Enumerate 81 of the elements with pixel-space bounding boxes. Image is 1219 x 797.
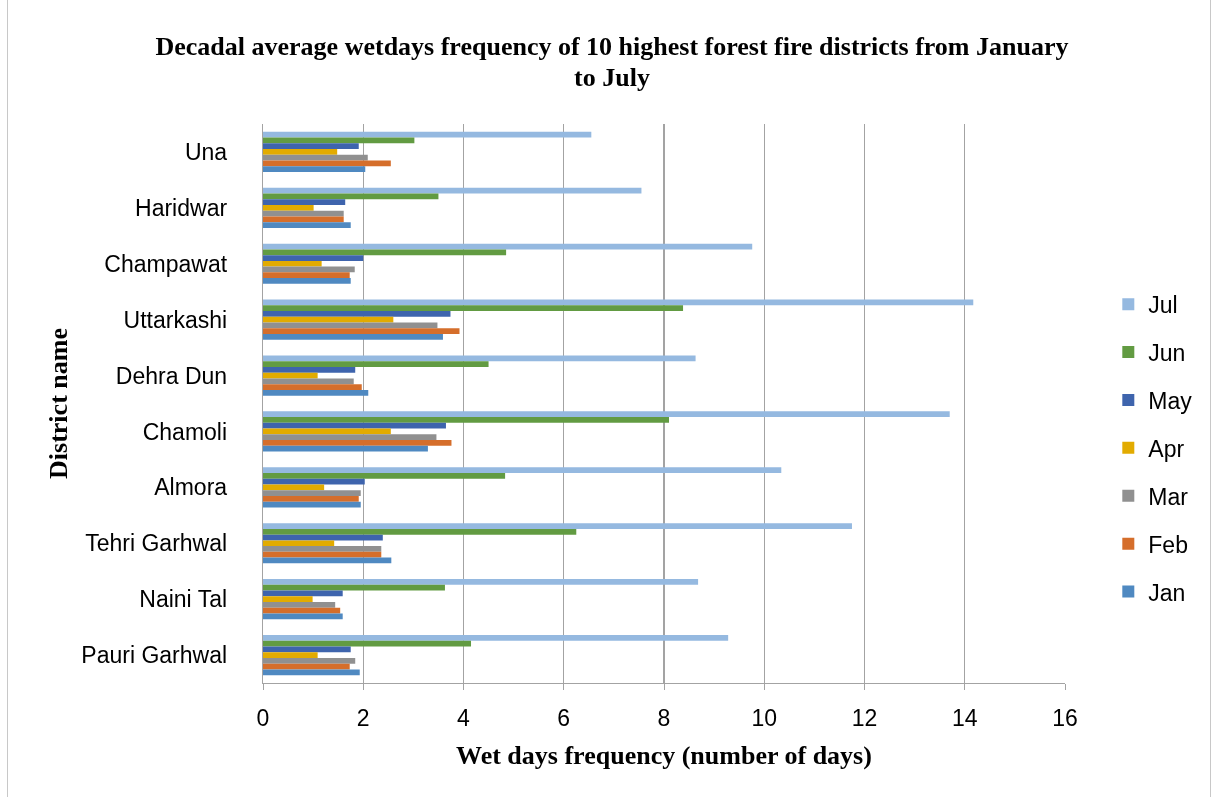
bar: [263, 361, 489, 367]
bar: [263, 411, 950, 418]
bar: [263, 389, 369, 396]
bar: [263, 316, 394, 323]
x-tick-label: 0: [256, 704, 270, 731]
y-tick-label: Dehra Dun: [115, 362, 228, 389]
bar: [263, 334, 443, 340]
x-tick-label: 6: [557, 704, 571, 731]
x-tick-label: 10: [751, 704, 778, 731]
x-tick-label: 16: [1052, 704, 1078, 731]
bar: [263, 579, 699, 585]
legend-label: Jul: [1148, 292, 1178, 319]
bar: [263, 149, 338, 155]
bar: [263, 249, 507, 256]
bar: [263, 472, 506, 479]
bar: [263, 490, 361, 496]
y-tick-label: Chamoli: [142, 418, 228, 445]
x-tick-label: 12: [851, 704, 878, 731]
y-axis-title: District name: [43, 328, 73, 479]
bar: [263, 143, 359, 150]
bar: [263, 278, 351, 284]
bar: [263, 328, 460, 335]
x-axis-title: Wet days frequency (number of days): [456, 741, 872, 771]
bar: [263, 131, 592, 138]
y-tick-label: Una: [184, 139, 228, 165]
y-tick-label: Tehri Garhwal: [85, 530, 228, 557]
bar: [263, 467, 782, 473]
bar: [263, 311, 451, 317]
bar: [263, 634, 729, 641]
bar: [263, 222, 351, 228]
bar: [263, 204, 314, 211]
bar: [263, 440, 452, 446]
bar: [263, 260, 322, 267]
legend-label: Jan: [1148, 579, 1186, 606]
bar: [263, 355, 696, 362]
bar: [263, 154, 368, 161]
bar: [263, 305, 684, 312]
bar: [263, 657, 356, 664]
bar: [263, 366, 356, 373]
bar: [263, 445, 428, 452]
bar: [263, 422, 446, 429]
bar: [263, 255, 364, 261]
legend-label: May: [1148, 387, 1193, 414]
bar: [263, 216, 344, 223]
y-tick-label: Pauri Garhwal: [81, 642, 228, 669]
y-tick-label: Naini Tal: [139, 586, 228, 613]
bar: [263, 584, 445, 591]
bar: [263, 602, 336, 608]
legend-label: Jun: [1148, 340, 1186, 367]
bar: [263, 417, 670, 423]
x-tick-label: 4: [457, 704, 471, 731]
legend-label: Feb: [1148, 531, 1188, 558]
bar: [263, 546, 382, 552]
bar: [263, 193, 439, 200]
y-tick-label: Haridwar: [135, 194, 228, 221]
bar: [263, 652, 318, 658]
bar: [263, 551, 382, 558]
bar: [263, 378, 354, 385]
bar: [263, 646, 351, 653]
bar: [263, 528, 577, 535]
bar: [263, 199, 346, 205]
y-tick-label: Uttarkashi: [123, 306, 228, 333]
x-tick-label: 8: [657, 704, 671, 731]
bar: [263, 669, 360, 676]
bar: [263, 607, 341, 614]
bar: [263, 523, 852, 529]
y-tick-label: Champawat: [104, 250, 228, 277]
legend-label: Apr: [1148, 435, 1185, 462]
x-tick-label: 2: [356, 704, 370, 731]
bar: [263, 596, 313, 603]
bar: [263, 495, 359, 502]
bar: [263, 484, 325, 491]
bar: [263, 384, 362, 390]
chart-title: Decadal average wetdays frequency of 10 highest forest fire districts from January to July: [154, 31, 1070, 93]
bar: [263, 540, 335, 547]
bar: [263, 272, 350, 279]
legend-label: Mar: [1148, 483, 1189, 510]
x-tick-label: 14: [951, 704, 978, 731]
y-tick-label: Almora: [154, 474, 228, 501]
bar: [263, 434, 437, 441]
bar: [263, 166, 366, 173]
